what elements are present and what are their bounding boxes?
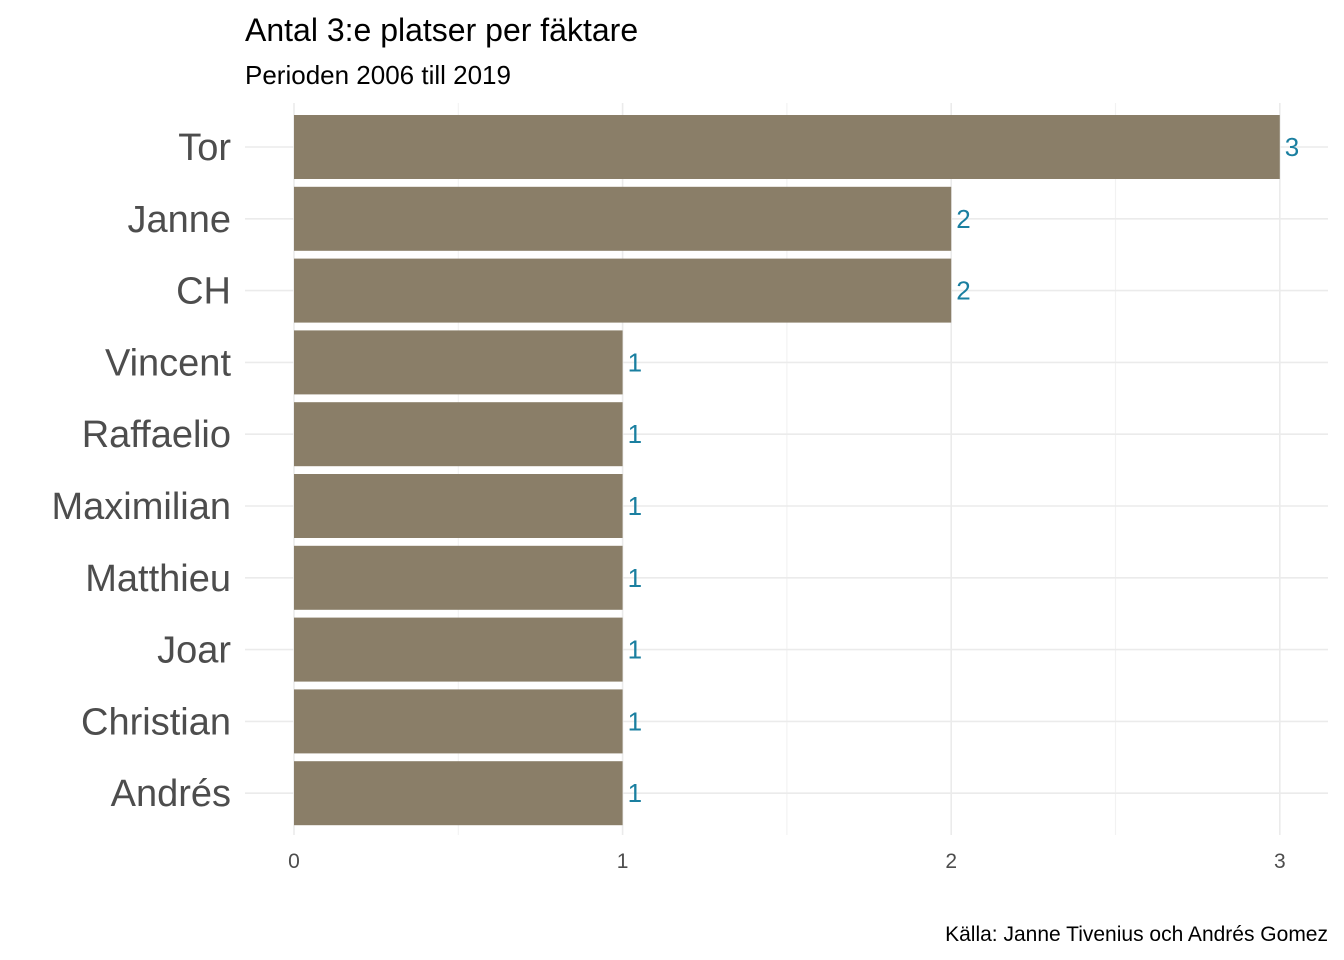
category-label: Andrés (111, 773, 231, 815)
chart-title: Antal 3:e platser per fäktare (245, 12, 638, 48)
data-label: 2 (956, 204, 970, 234)
category-label: Vincent (105, 342, 232, 384)
bar-christian (294, 689, 623, 754)
bars (294, 115, 1280, 826)
x-tick-label: 2 (945, 850, 957, 873)
category-label: Christian (81, 701, 231, 743)
category-label: Tor (178, 127, 231, 169)
data-label: 1 (628, 563, 642, 593)
category-label: Joar (157, 630, 231, 672)
category-label: Janne (127, 199, 231, 241)
bar-andrés (294, 761, 623, 826)
x-tick-label: 1 (617, 850, 629, 873)
x-tick-label: 3 (1274, 850, 1286, 873)
category-label: Maximilian (52, 486, 231, 528)
data-label: 1 (628, 635, 642, 665)
bar-maximilian (294, 474, 623, 538)
data-label: 1 (628, 347, 642, 377)
x-axis-ticks: 0 1 2 3 (288, 850, 1285, 873)
bar-matthieu (294, 545, 623, 610)
bar-vincent (294, 330, 623, 395)
data-label: 3 (1285, 132, 1299, 162)
bar-raffaelio (294, 402, 623, 467)
data-labels: 3 2 2 1 1 1 1 1 1 1 (628, 132, 1300, 808)
chart-subtitle: Perioden 2006 till 2019 (245, 60, 511, 90)
category-label: CH (176, 271, 231, 313)
bar-ch (294, 258, 952, 323)
category-label: Matthieu (85, 558, 231, 600)
bar-janne (294, 186, 952, 251)
bar-joar (294, 617, 623, 682)
category-labels: Tor Janne CH Vincent Raffaelio Maximilian Matt… (52, 127, 232, 815)
data-label: 1 (628, 419, 642, 449)
data-label: 1 (628, 778, 642, 808)
data-label: 1 (628, 706, 642, 736)
category-label: Raffaelio (82, 414, 231, 456)
data-label: 1 (628, 491, 642, 521)
x-tick-label: 0 (288, 850, 300, 873)
bar-tor (294, 115, 1280, 179)
data-label: 2 (956, 276, 970, 306)
chart-caption: Källa: Janne Tivenius och Andrés Gomez (945, 923, 1328, 946)
